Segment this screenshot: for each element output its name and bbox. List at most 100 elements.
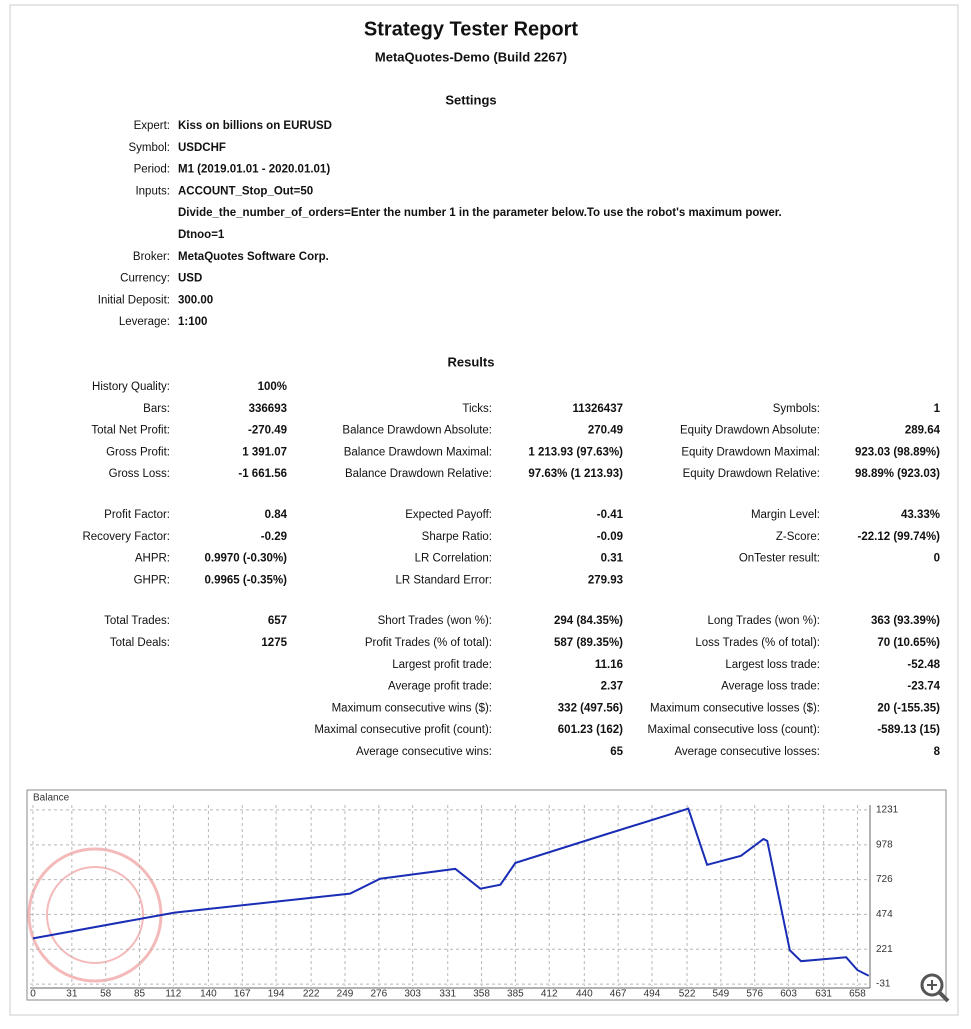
result-value: 97.63% (1 213.93) <box>528 468 623 480</box>
result-label: Equity Drawdown Absolute: <box>680 425 820 437</box>
x-tick-label: 194 <box>268 989 285 1000</box>
result-value: 100% <box>258 381 287 393</box>
x-tick-label: 276 <box>370 989 387 1000</box>
result-value: 294 (84.35%) <box>554 615 623 627</box>
result-value: 98.89% (923.03) <box>855 468 940 480</box>
result-label: Symbols: <box>773 403 820 415</box>
result-label: Average profit trade: <box>388 681 492 693</box>
chart-box <box>26 789 947 1001</box>
result-value: -270.49 <box>248 425 287 437</box>
result-value: -22.12 (99.74%) <box>858 531 941 543</box>
setting-value: Dtnoo=1 <box>178 229 225 241</box>
x-tick-label: 631 <box>815 989 832 1000</box>
setting-value: ACCOUNT_Stop_Out=50 <box>178 185 313 197</box>
x-tick-label: 331 <box>439 989 456 1000</box>
x-tick-label: 140 <box>200 989 217 1000</box>
result-value: 1 <box>934 403 941 415</box>
y-tick-label: 474 <box>876 909 893 920</box>
result-label: Margin Level: <box>751 509 820 521</box>
result-label: Maximal consecutive loss (count): <box>647 724 820 736</box>
y-tick-label: -31 <box>876 979 891 990</box>
result-label: History Quality: <box>92 381 170 393</box>
result-label: Sharpe Ratio: <box>422 531 492 543</box>
x-tick-label: 31 <box>66 989 78 1000</box>
x-tick-label: 412 <box>541 989 558 1000</box>
x-tick-label: 0 <box>30 989 36 1000</box>
result-value: 70 (10.65%) <box>877 637 940 649</box>
x-tick-label: 522 <box>679 989 696 1000</box>
result-label: Balance Drawdown Relative: <box>345 468 492 480</box>
result-label: LR Correlation: <box>415 553 492 565</box>
result-value: 657 <box>268 615 287 627</box>
x-tick-label: 112 <box>165 989 181 1000</box>
x-tick-label: 358 <box>473 989 490 1000</box>
setting-value: Divide_the_number_of_orders=Enter the nu… <box>178 207 782 219</box>
y-tick-label: 1231 <box>876 805 899 816</box>
result-value: 279.93 <box>588 574 623 586</box>
result-value: 363 (93.39%) <box>871 615 940 627</box>
x-tick-label: 58 <box>100 989 112 1000</box>
result-label: Gross Loss: <box>109 468 170 480</box>
result-label: Maximal consecutive profit (count): <box>314 724 492 736</box>
y-tick-label: 978 <box>876 839 893 850</box>
result-value: 11326437 <box>572 403 623 415</box>
result-value: 2.37 <box>601 681 623 693</box>
result-value: 923.03 (98.89%) <box>855 446 940 458</box>
result-value: 332 (497.56) <box>558 702 623 714</box>
result-value: 8 <box>934 746 941 758</box>
result-label: Profit Trades (% of total): <box>365 637 492 649</box>
zoom-icon[interactable] <box>920 973 950 1003</box>
x-tick-label: 222 <box>303 989 320 1000</box>
result-value: 289.64 <box>905 425 941 437</box>
result-value: 20 (-155.35) <box>877 702 940 714</box>
x-tick-label: 167 <box>234 989 251 1000</box>
setting-label: Initial Deposit: <box>98 294 170 306</box>
settings-heading: Settings <box>445 92 496 107</box>
y-tick-label: 726 <box>876 874 893 885</box>
setting-label: Symbol: <box>128 142 170 154</box>
result-value: 0.84 <box>265 509 288 521</box>
setting-label: Currency: <box>120 273 170 285</box>
setting-value: 1:100 <box>178 316 207 328</box>
result-label: Profit Factor: <box>104 509 170 521</box>
results-heading: Results <box>448 354 495 369</box>
result-value: 0.9970 (-0.30%) <box>205 553 288 565</box>
result-label: Loss Trades (% of total): <box>695 637 820 649</box>
result-value: -23.74 <box>907 681 940 693</box>
result-value: 270.49 <box>588 425 623 437</box>
result-label: AHPR: <box>135 553 170 565</box>
balance-line <box>32 807 870 977</box>
result-label: Balance Drawdown Maximal: <box>344 446 492 458</box>
title: Strategy Tester Report <box>364 18 578 40</box>
x-tick-label: 549 <box>713 989 730 1000</box>
result-label: Equity Drawdown Relative: <box>683 468 820 480</box>
result-label: Total Trades: <box>104 615 170 627</box>
result-value: 0.31 <box>601 553 624 565</box>
x-tick-label: 249 <box>337 989 354 1000</box>
result-label: Recovery Factor: <box>82 531 170 543</box>
result-label: Equity Drawdown Maximal: <box>681 446 820 458</box>
result-label: Maximum consecutive wins ($): <box>332 702 492 714</box>
result-label: Largest loss trade: <box>725 659 820 671</box>
x-tick-label: 603 <box>780 989 797 1000</box>
x-tick-label: 467 <box>610 989 627 1000</box>
result-value: 1 213.93 (97.63%) <box>528 446 623 458</box>
result-label: Largest profit trade: <box>392 659 492 671</box>
result-value: 43.33% <box>901 509 940 521</box>
subtitle: MetaQuotes-Demo (Build 2267) <box>375 49 567 64</box>
setting-value: USDCHF <box>178 142 226 154</box>
result-value: 587 (89.35%) <box>554 637 623 649</box>
x-tick-label: 303 <box>404 989 421 1000</box>
result-value: 1275 <box>261 637 287 649</box>
x-tick-label: 440 <box>576 989 593 1000</box>
setting-value: M1 (2019.01.01 - 2020.01.01) <box>178 164 330 176</box>
result-value: -1 661.56 <box>238 468 287 480</box>
result-label: Average consecutive wins: <box>356 746 492 758</box>
result-label: Gross Profit: <box>106 446 170 458</box>
x-tick-label: 85 <box>134 989 146 1000</box>
result-value: 65 <box>610 746 623 758</box>
result-label: Total Net Profit: <box>91 425 170 437</box>
result-value: 336693 <box>249 403 287 415</box>
